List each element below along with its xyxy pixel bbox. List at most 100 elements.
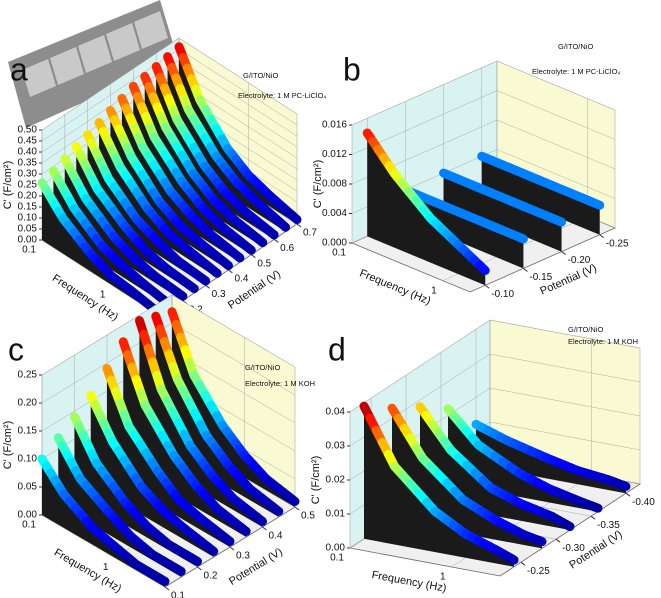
grid-line [178, 70, 298, 148]
curve-segment [235, 522, 251, 536]
curve-wall [107, 368, 230, 547]
curve-segment [229, 248, 245, 263]
y-tick-label: 0.5 [301, 511, 315, 522]
x-axis-title: Frequency (Hz) [371, 569, 448, 595]
x-tick-label: 0.1 [332, 248, 346, 259]
y-tick [228, 269, 233, 274]
z-tick-label: 0.02 [326, 475, 346, 486]
y-tick-label: 0.5 [257, 258, 271, 269]
curve-segment [203, 542, 219, 556]
curve-wall [123, 341, 247, 537]
curve-segment [252, 233, 268, 248]
photo-cell [106, 23, 140, 61]
annotation: G/ITO/NiO [243, 71, 278, 80]
x-axis-title: Frequency (Hz) [358, 267, 433, 307]
panel-letter: b [343, 51, 361, 87]
z-axis-title: C' (F/cm²) [310, 456, 322, 505]
y-tick [229, 546, 235, 551]
z-tick-label: 0.05 [18, 224, 38, 235]
z-tick-label: 0.10 [18, 213, 38, 224]
curve-segment [195, 272, 211, 286]
y-tick-label: -0.10 [491, 289, 514, 300]
y-tick-label: 0.2 [204, 571, 218, 582]
curve-segment [172, 287, 188, 301]
curve-segment [475, 260, 490, 276]
y-tick [205, 284, 210, 289]
curve-segment [589, 502, 603, 513]
y-tick-label: -0.25 [606, 238, 629, 249]
photo-cell [134, 11, 168, 49]
curve-segment [184, 280, 199, 294]
z-tick-label: 0.20 [18, 191, 38, 202]
curve-segment [275, 217, 291, 232]
grid-line [178, 59, 298, 137]
z-tick-label: 0.30 [18, 169, 38, 180]
z-tick-label: 0.03 [326, 441, 346, 452]
annotation: Electrolyte: 1 M KOH [568, 337, 638, 346]
y-tick-label: 0.4 [269, 531, 283, 542]
grid-line [489, 421, 641, 451]
curve-wall [443, 173, 562, 252]
y-tick [164, 586, 170, 591]
z-tick-label: 0.15 [18, 426, 38, 437]
z-tick-label: 0.10 [18, 454, 38, 465]
curve-segment [154, 573, 170, 586]
x-tick-label: 1 [440, 572, 446, 583]
grid-line [178, 37, 298, 115]
curve-wall [481, 156, 600, 235]
curve-segment [170, 563, 186, 576]
x-tick-label: 1 [100, 289, 106, 300]
curve-segment [207, 264, 222, 278]
y-tick-label: -0.15 [529, 272, 552, 283]
z-axis-title: C' (F/cm²) [2, 421, 14, 470]
z-tick-label: 0.00 [18, 235, 38, 246]
grid-line [496, 149, 616, 199]
y-tick [520, 561, 526, 566]
x-tick-label: 0.1 [22, 520, 36, 531]
curve-segment [252, 512, 267, 526]
annotation: Electrolyte: 1 M PC-LiClO₄ [532, 67, 621, 76]
z-tick-label: 0.20 [18, 398, 38, 409]
photo-cell [78, 35, 112, 73]
annotation: G/ITO/NiO [245, 363, 280, 372]
curve-segment [219, 532, 235, 546]
y-tick-label: 0.3 [212, 289, 226, 300]
y-tick-label: 0.1 [171, 591, 185, 598]
panel-letter: c [8, 331, 24, 367]
curve-segment [286, 210, 302, 225]
curve-wall [58, 437, 182, 577]
y-tick-label: 0.7 [303, 228, 317, 239]
curve-segment [187, 553, 202, 566]
y-tick [294, 506, 300, 511]
curve-segment [284, 492, 300, 506]
curve-segment [513, 232, 528, 244]
annotation: G/ITO/NiO [558, 42, 593, 51]
z-tick-label: 0.01 [326, 509, 346, 520]
curve-segment [589, 198, 605, 210]
y-tick [555, 538, 561, 543]
z-tick-label: 0.50 [18, 125, 38, 136]
curve-wall [74, 416, 198, 567]
curve-wall [364, 406, 514, 567]
y-tick [561, 251, 566, 255]
z-tick-label: 0.000 [322, 238, 347, 249]
y-tick [523, 268, 528, 272]
y-tick [262, 526, 267, 531]
panel: 0.00 0.05 0.10 0.15 0.20 0.25 0.1 1 0.1 0.2 0.3 0.4… [2, 294, 315, 598]
annotation: G/ITO/NiO [568, 325, 603, 334]
grid-line [171, 322, 296, 396]
y-tick [251, 254, 256, 259]
x-tick-label: 0.1 [330, 553, 344, 564]
z-tick-label: 0.15 [18, 202, 38, 213]
annotation: Electrolyte: 1 M KOH [245, 379, 315, 388]
curve-segment [533, 535, 547, 547]
z-tick-label: 0.00 [326, 543, 346, 554]
grid-line [496, 119, 616, 170]
y-tick [484, 284, 490, 289]
y-tick [197, 566, 202, 571]
z-axis-title: C' (F/cm²) [312, 160, 324, 209]
curve-segment [264, 225, 279, 240]
z-tick-label: 0.008 [322, 179, 347, 190]
z-tick-label: 0.04 [326, 407, 346, 418]
